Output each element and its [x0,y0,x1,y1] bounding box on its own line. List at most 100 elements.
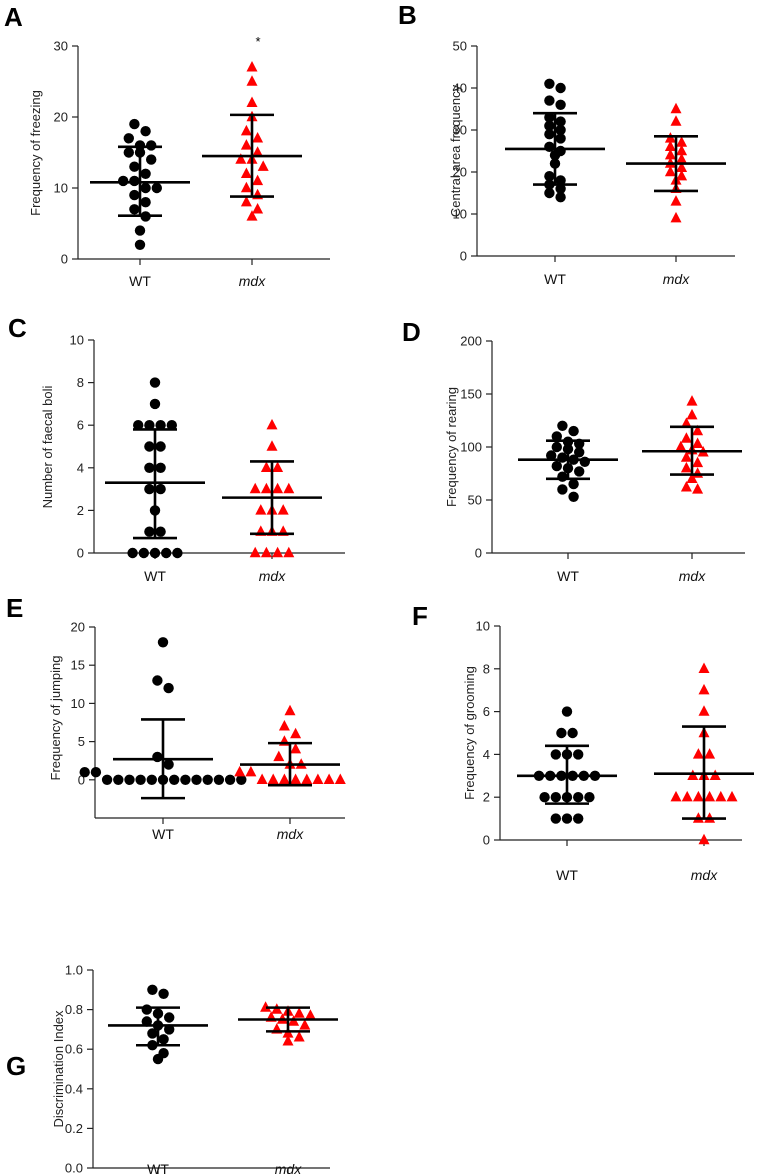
data-point [692,483,704,494]
y-tick-label: 20 [71,620,85,635]
data-point [260,1001,272,1012]
data-point [235,153,247,164]
y-tick-label: 2 [77,503,84,518]
data-point [544,120,555,131]
data-point [299,1019,311,1030]
data-point [140,168,151,179]
data-point [670,195,682,206]
y-tick-label: 0 [475,546,482,561]
data-point [692,424,704,436]
y-tick-label: 2 [483,790,490,805]
data-point [127,547,138,559]
series-mdx [238,1001,338,1046]
y-tick-label: 6 [77,418,84,433]
x-category-label: WT [144,568,166,584]
x-category-label: mdx [663,271,690,287]
data-point [301,773,313,784]
data-point [129,175,140,187]
data-point [144,462,155,473]
data-point [146,140,157,151]
data-point [557,452,568,463]
data-point [698,705,710,716]
data-point [544,187,555,199]
data-point [293,1031,305,1042]
data-point [557,471,568,482]
data-point [715,790,727,802]
y-axis-label: Frequency of rearing [444,387,459,507]
panel-letter: D [402,317,421,347]
series-wt [108,984,208,1065]
data-point [144,441,155,452]
data-point [282,1035,294,1046]
y-tick-label: 20 [453,165,467,180]
data-point [140,182,151,194]
panel-letter: E [6,593,23,623]
panel-a: A 0 10 20 30 Frequency of freezing WT mdx * [4,2,330,289]
data-point [664,165,676,177]
data-point [152,1053,164,1065]
x-category-label: mdx [277,826,304,842]
data-point [557,420,568,431]
data-point [240,181,252,193]
data-point [567,727,578,739]
data-point [698,683,710,695]
series-mdx [234,704,346,787]
data-point [290,773,302,784]
data-point [149,547,161,559]
data-point [550,792,561,803]
data-point [246,61,258,72]
series-mdx [222,418,322,558]
data-point [155,526,166,537]
data-point [584,792,595,803]
data-point [312,773,324,784]
data-point [680,451,692,462]
data-point [555,82,566,94]
y-tick-label: 50 [468,493,482,508]
data-point [240,167,252,178]
data-point [256,773,268,784]
data-point [681,790,693,802]
data-point [129,118,140,130]
data-point [544,129,555,140]
data-point [252,203,264,214]
data-point [544,171,555,182]
data-point [686,472,698,483]
data-point [252,132,264,143]
data-point [166,420,177,431]
data-point [157,637,169,648]
data-point [272,482,284,494]
x-category-label: WT [147,1161,169,1174]
y-tick-label: 200 [460,334,482,349]
data-point [676,144,688,156]
data-point [252,146,264,157]
data-point [692,790,704,802]
data-point [304,1009,316,1020]
data-point [670,211,682,223]
data-point [574,466,585,477]
data-point [266,418,278,430]
data-point [144,420,155,431]
data-point [573,749,584,760]
data-point [152,675,163,686]
y-tick-label: 0 [460,249,467,264]
data-point [544,112,555,123]
data-point [555,133,566,144]
y-tick-label: 100 [460,440,482,455]
data-point [680,417,692,428]
y-tick-label: 10 [70,333,84,348]
data-point [290,742,302,754]
data-point [141,1016,152,1027]
x-category-label: mdx [259,568,286,584]
data-point [129,204,140,215]
series-wt [90,118,190,250]
data-point [161,547,172,559]
panel-c: C 0 2 4 6 8 10 Number of faecal boli WT mdx [8,313,345,584]
data-point [579,456,590,467]
y-tick-label: 6 [483,704,490,719]
data-point [278,773,290,784]
data-point [278,720,290,731]
data-point [240,195,252,207]
data-point [698,662,710,673]
y-axis-label: Central area frequency [448,84,463,217]
data-point [556,727,567,739]
